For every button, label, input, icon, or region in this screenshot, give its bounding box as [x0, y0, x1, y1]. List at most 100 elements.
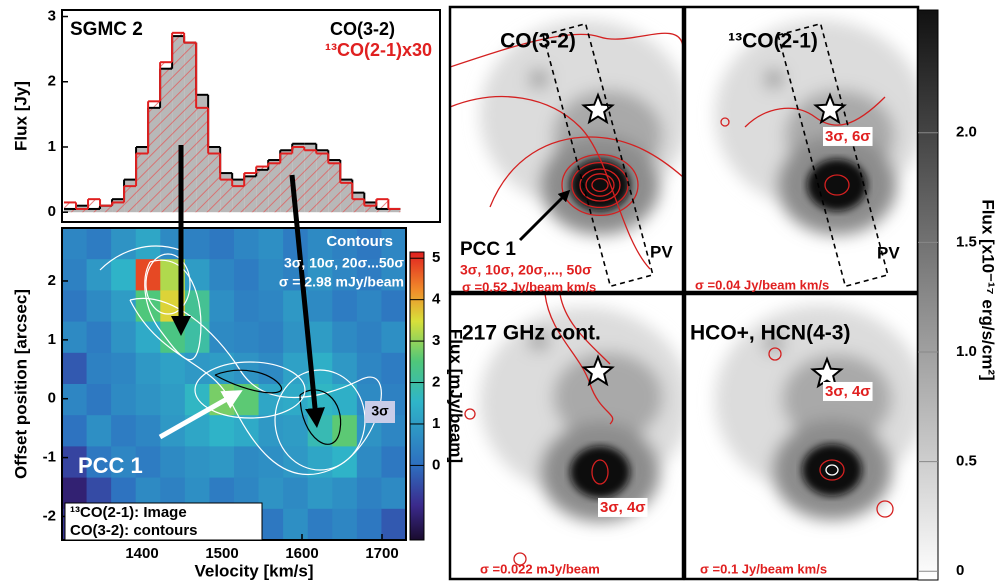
- x-axis-label: Velocity [km/s]: [194, 561, 313, 580]
- heatmap-cell: [283, 477, 309, 510]
- hatch-bin: [328, 163, 341, 213]
- colorbar-tick-label: 1: [432, 415, 440, 432]
- hatch-bin: [112, 202, 125, 213]
- heatmap-cell: [209, 290, 235, 323]
- panel-title: HCO+, HCN(4-3): [690, 322, 850, 345]
- colorbar: [409, 251, 425, 541]
- y-tick-label: -2: [43, 507, 56, 524]
- heatmap-cell: [381, 290, 407, 323]
- heatmap-cell: [332, 228, 358, 260]
- contour: [585, 173, 615, 197]
- heatmap-cell: [62, 228, 88, 260]
- colorbar-tick-label: 0: [432, 456, 440, 473]
- heatmap-cell: [258, 228, 284, 260]
- heatmap-cell: [332, 508, 358, 541]
- contour: [450, 32, 683, 68]
- hatch-bin: [232, 186, 245, 213]
- hatch-bin: [304, 150, 317, 213]
- heatmap-cell: [356, 228, 382, 260]
- y-tick-label: 2: [48, 73, 56, 90]
- heatmap-cell: [307, 477, 333, 510]
- heatmap-cell: [86, 290, 112, 323]
- panel-label: 3σ, 4σ: [600, 499, 646, 516]
- panel-label: σ =0.04 Jy/beam km/s: [695, 277, 829, 292]
- hatch-bin: [340, 182, 353, 213]
- colorbar-tick-label: 2: [432, 374, 440, 391]
- colorbar-label: Flux [mJy/beam]: [447, 329, 466, 463]
- hatch-bin: [64, 202, 77, 213]
- contour: [819, 459, 845, 481]
- heatmap-cell: [258, 259, 284, 291]
- hatch-bin: [256, 166, 269, 213]
- contour: [768, 347, 782, 361]
- heatmap-cell: [258, 321, 284, 354]
- arrows: [158, 145, 571, 440]
- panel-title: CO(3-2): [500, 30, 576, 53]
- heatmap-cell: [184, 352, 210, 385]
- label-box: [598, 497, 648, 517]
- x-tick-label: 1500: [205, 545, 238, 562]
- pv-slit: [777, 22, 889, 288]
- dark-core: [802, 444, 862, 496]
- star-marker: [581, 92, 615, 125]
- legend-box: [64, 502, 263, 541]
- contour: [464, 408, 476, 420]
- hatch-bin: [124, 186, 137, 213]
- heatmap-cell: [381, 477, 407, 510]
- contour: [489, 136, 683, 208]
- heatmap-cell: [62, 259, 88, 291]
- hatch-bin: [352, 199, 365, 213]
- heatmap-cell: [258, 290, 284, 323]
- hatch-bin: [208, 153, 221, 213]
- panel-label: σ =0.022 mJy/beam: [480, 561, 600, 576]
- heatmap-cell: [62, 290, 88, 323]
- hatch-bin: [388, 208, 401, 213]
- colorbar-tick-label: 2.0: [956, 124, 977, 141]
- heatmap-cell: [86, 352, 112, 385]
- panel-title: ¹³CO(2-1): [728, 30, 818, 53]
- heatmap-cell: [307, 228, 333, 260]
- hatch-bin: [148, 101, 161, 213]
- heatmap-cell: [160, 321, 186, 354]
- heatmap-cell: [62, 384, 88, 416]
- heatmap-cell: [356, 259, 382, 291]
- colorbar-tick-label: 1.0: [956, 343, 977, 360]
- heatmap-cell: [135, 415, 161, 447]
- label-box: [823, 381, 873, 401]
- heatmap-cell: [283, 352, 309, 385]
- contours: [768, 347, 894, 518]
- contour: [513, 552, 527, 566]
- hatch-bin: [76, 208, 89, 213]
- panel-label: 3σ, 10σ, 20σ,..., 50σ: [460, 262, 592, 278]
- map-panel: [450, 7, 683, 292]
- star-marker: [813, 92, 847, 125]
- colorbar-tick-label: 3: [432, 332, 440, 349]
- cloud: [530, 70, 548, 88]
- y-tick-label: -1: [43, 449, 56, 466]
- contour: [579, 168, 621, 202]
- heatmap-cell: [135, 228, 161, 260]
- heatmap-cell: [135, 384, 161, 416]
- gray-image: [480, 20, 683, 235]
- plot-border: [61, 9, 441, 223]
- panel-label: SGMC 2: [70, 19, 143, 40]
- y-tick-label: 2: [48, 272, 56, 289]
- contour: [824, 174, 850, 196]
- map-panel: [685, 294, 918, 579]
- heatmap-cell: [86, 228, 112, 260]
- heatmap-cell: [332, 321, 358, 354]
- heatmap-cell: [184, 446, 210, 479]
- heatmap-cell: [111, 446, 137, 479]
- heatmap-cell: [381, 228, 407, 260]
- hatch-bin: [88, 199, 101, 213]
- panel-label: 3σ, 4σ: [825, 383, 871, 400]
- colorbar-tick-label: 0.5: [956, 453, 977, 470]
- overlay-layer: Contours 3σ, 10σ, 20σ...50σ σ = 2.98 mJy/b…: [64, 145, 571, 541]
- contour: [744, 96, 886, 128]
- heatmap-cell: [307, 290, 333, 323]
- panel-label: σ =0.1 Jy/beam km/s: [700, 561, 827, 576]
- heatmap-cell: [111, 259, 137, 291]
- colorbar-tick-label: 1.5: [956, 233, 977, 250]
- heatmap-cell: [184, 321, 210, 354]
